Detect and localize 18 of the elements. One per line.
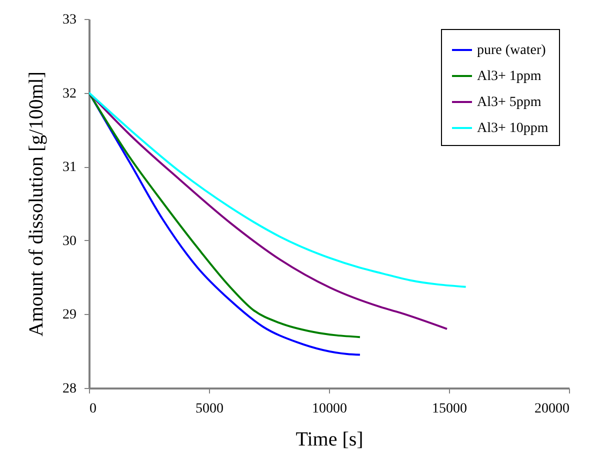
legend-label: Al3+ 5ppm: [477, 95, 542, 110]
legend-label: pure (water): [477, 43, 546, 58]
x-axis-title: Time [s]: [296, 428, 364, 450]
y-tick-label: 33: [62, 12, 76, 28]
legend-label: Al3+ 10ppm: [477, 121, 548, 136]
x-tick-label: 0: [90, 402, 96, 416]
x-tick-label: 10000: [312, 402, 347, 416]
x-tick-label: 15000: [432, 402, 467, 416]
y-tick-label: 28: [62, 382, 76, 396]
legend-label: Al3+ 1ppm: [477, 69, 542, 84]
y-axis-title: Amount of dissolution [g/100ml]: [26, 72, 48, 336]
x-tick-label: 20000: [534, 402, 570, 416]
y-tick-label: 29: [62, 308, 76, 323]
x-tick-label: 5000: [196, 402, 224, 416]
y-tick-label: 30: [62, 234, 76, 249]
line-series: [89, 92, 467, 288]
y-tick-label: 32: [62, 86, 76, 102]
y-tick-label: 31: [62, 160, 76, 176]
